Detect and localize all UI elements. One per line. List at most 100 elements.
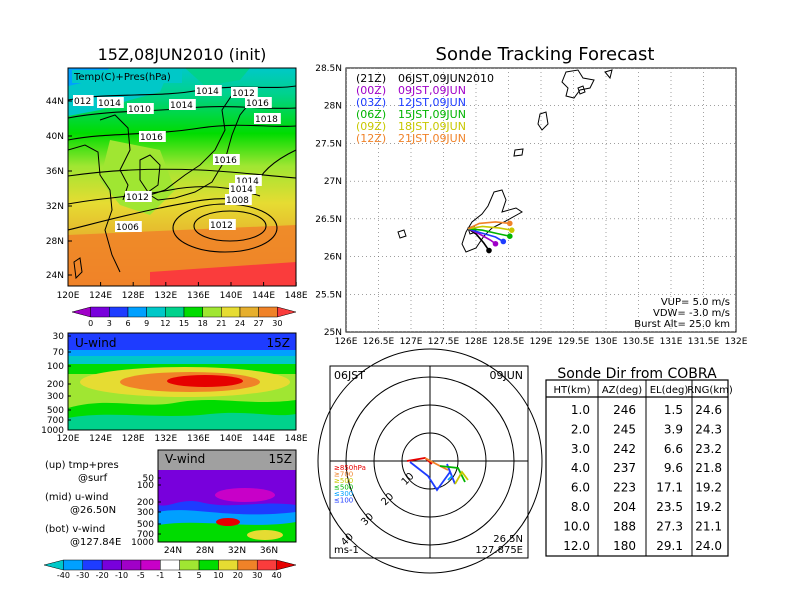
mid-sub: @26.50N [70,505,116,516]
table-cell: 8.0 [571,500,590,514]
wind-colorbar-swatch [43,559,64,571]
colorbar-label: 27 [254,319,264,328]
wind-colorbar-swatch [63,559,84,571]
temp-colorbar: 0 3 6 9 12 15 18 21 24 27 30 [71,306,297,328]
vdw-value: VDW= -3.0 m/s [653,308,730,319]
colorbar-swatch [202,306,222,318]
colorbar-swatch [109,306,129,318]
wind-colorbar-swatch [237,559,258,571]
table-cell: 1.5 [664,403,683,417]
lon-tick-label: 130.5E [623,337,655,347]
isobar-label-bg [254,113,281,124]
pressure-tick-label: 30 [53,332,65,342]
isobar-label-bg [169,99,196,110]
sonde-track-line [467,227,504,243]
table-cell: 1.0 [571,403,590,417]
table-cell: 29.1 [656,539,683,553]
isobar-label: 1016 [214,156,237,166]
tracking-params: VUP= 5.0 m/s VDW= -3.0 m/s Burst Alt= 25… [634,297,730,330]
u-wind-time: 15Z [267,336,291,350]
coastline [68,144,121,273]
map-title: 15Z,08JUN2010 (init) [98,45,267,64]
lon-tick-label: 132E [154,291,177,301]
isobar-label: 1012 [126,193,149,203]
colorbar-label: 0 [88,319,93,328]
table-cell: 24.6 [695,403,722,417]
tracking-title: Sonde Tracking Forecast [436,44,655,65]
v-wind-yellow [247,530,283,540]
v-wind-time: 15Z [269,452,293,466]
map-frame [67,67,297,287]
pressure-tick-label: 700 [47,416,64,426]
isobar-label-bg [125,191,152,202]
isobar-label-bg [213,154,240,165]
hodo-green [439,465,466,483]
table-cell: 23.2 [695,442,722,456]
colorbar-label: 12 [160,319,170,328]
sonde-track-line [468,225,512,231]
island [397,229,407,239]
isobar-label-bg [97,97,124,108]
isobar-label-bg [195,85,222,96]
table-row: 10.0 188 27.3 21.1 [563,519,722,533]
polar-lon: 127.875E [475,545,523,556]
colorbar-swatch [221,306,241,318]
table-cell: 21.8 [695,461,722,475]
table-cell: 204 [613,500,636,514]
lat-tick-label: 26.5N [315,215,342,225]
table-cell: 2.0 [571,422,590,436]
isobar-label-bg [235,175,262,186]
lon-tick-label: 120E [57,434,80,444]
lon-tick-label: 132E [725,337,748,347]
table-row: 1.0 246 1.5 24.6 [571,403,722,417]
table-cell: 9.6 [664,461,683,475]
lon-tick-label: 124E [89,434,112,444]
table-title: Sonde Dir from COBRA [557,366,717,382]
table-cell: 188 [613,519,636,533]
wind-colorbar-label: -1 [156,571,164,580]
temp-pressure-map: 15Z,08JUN2010 (init) [46,45,308,328]
island [604,69,613,80]
sonde-landing-point [507,233,513,240]
isobar-label-bg [229,183,256,194]
sonde-landing-point [492,240,499,247]
table-row: 8.0 204 23.5 19.2 [571,500,722,514]
lat-tick-label: 26N [324,253,342,263]
u-wind-band [68,356,296,366]
colorbar-label: 18 [198,319,208,328]
pressure-tick-label: 200 [137,498,154,508]
sonde-track-line [468,227,510,237]
wind-colorbar-swatch [179,559,200,571]
hodograph [406,457,469,492]
lon-tick-label: 130E [595,337,618,347]
isobar-label: 1014 [230,185,253,195]
isobar-label-bg [73,95,94,106]
isobar-label-bg [225,194,252,205]
v-wind-label: V-wind [165,452,205,466]
table-body: HT(km) AZ(deg) EL(deg)RNG(km) 1.0 246 1.5 24.6… [546,380,733,556]
lon-tick-label: 136E [187,291,210,301]
isobar-label: 1014 [98,99,121,109]
legend-time: 12JST,09JUN [398,96,466,109]
sonde-tracks [467,220,515,254]
table-row: 3.0 242 6.6 23.2 [571,442,722,456]
height-label: ≤100 [334,497,353,505]
isobar-label-bg [115,221,142,232]
burst-altitude: Burst Alt= 25.0 km [634,319,730,330]
u-wind-lon-labels: 120E 124E 128E 132E 136E 140E 144E 148E [57,434,308,444]
column-header: AZ(deg) [602,385,642,396]
wind-colorbar-label: -20 [96,571,109,580]
lat-tick-label: 36N [260,546,278,556]
colorbar-label: 3 [107,319,112,328]
v-wind-top [158,450,296,470]
pressure-tick-label: 500 [137,520,154,530]
colorbar-label: 6 [125,319,130,328]
sonde-track-line [467,221,510,230]
wind-colorbar-label: -40 [57,571,70,580]
colorbar-label: 15 [179,319,189,328]
table-cell: 10.0 [563,519,590,533]
